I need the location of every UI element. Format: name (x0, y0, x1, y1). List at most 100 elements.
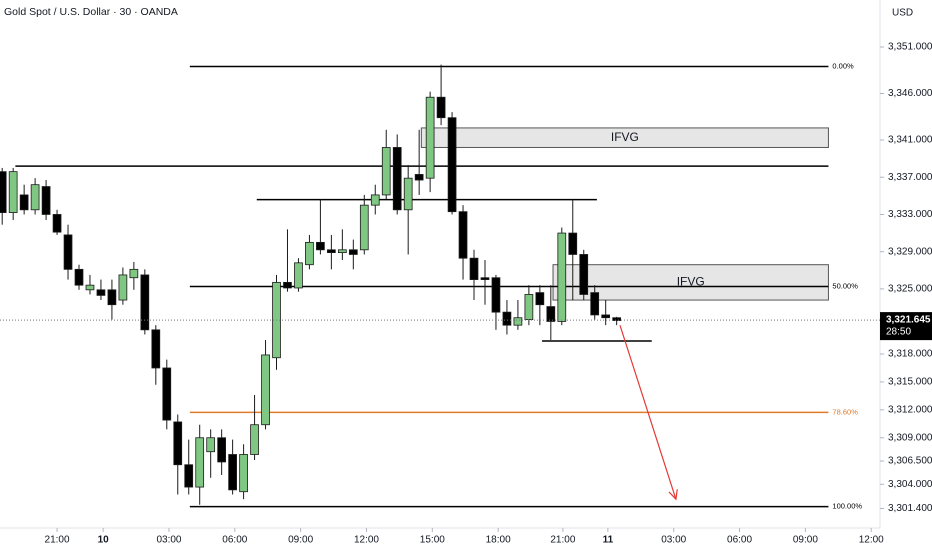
y-tick-label: 3,346.000 (888, 88, 932, 99)
fib-label: 78.60% (832, 407, 858, 416)
fib-label: 100.00% (832, 502, 862, 511)
candle-body (480, 277, 490, 280)
candle-body (414, 174, 424, 181)
candle-body (535, 292, 545, 306)
candle-body (579, 254, 589, 295)
candle-body (52, 214, 62, 233)
candle-body (195, 437, 205, 488)
candle-body (118, 274, 128, 301)
candle-body (162, 367, 172, 421)
candle-body (74, 268, 84, 286)
candle-body (359, 204, 369, 251)
y-tick-label: 3,329.000 (888, 246, 932, 257)
y-tick-label: 3,306.500 (888, 456, 932, 467)
y-tick-label: 3,337.000 (888, 172, 932, 183)
candle-body (557, 232, 567, 322)
candle-body (601, 314, 611, 319)
x-tick-label: 12:00 (859, 535, 884, 546)
ifvg-box (420, 127, 829, 148)
candle-body (568, 232, 578, 255)
chart-title: Gold Spot / U.S. Dollar · 30 · OANDA (4, 6, 178, 18)
fib-label: 0.00% (832, 62, 854, 71)
candle-body (0, 171, 7, 213)
candle-body (294, 262, 303, 289)
candle-body (173, 421, 183, 466)
candle-body (524, 294, 534, 320)
candle-body (425, 96, 435, 179)
candle-body (140, 274, 150, 331)
y-tick-label: 3,304.000 (888, 479, 932, 490)
x-tick-label: 06:00 (727, 535, 752, 546)
candle-body (250, 424, 259, 455)
candle-body (327, 249, 336, 254)
ifvg-label: IFVG (611, 130, 639, 144)
candle-body (403, 177, 413, 211)
candle-body (305, 241, 314, 266)
x-tick-label: 11 (603, 535, 614, 546)
countdown: 28:50 (886, 327, 911, 338)
candle-body (41, 186, 51, 215)
candle-body (217, 437, 226, 463)
y-tick-label: 3,309.000 (888, 432, 932, 443)
candle-body (436, 96, 446, 119)
candle-body (63, 234, 73, 270)
candle-body (107, 289, 117, 306)
last-price-tag (880, 312, 932, 341)
candle-body (151, 329, 161, 369)
candle-body (348, 249, 358, 255)
candle-body (392, 147, 402, 211)
last-price-label: 3,321.645 (886, 315, 931, 326)
x-tick-label: 12:00 (354, 535, 379, 546)
candle-body (30, 184, 40, 211)
x-tick-label: 03:00 (156, 535, 181, 546)
x-tick-label: 15:00 (420, 535, 445, 546)
candle-body (283, 281, 292, 289)
x-tick-label: 09:00 (288, 535, 313, 546)
arrow-head (668, 489, 678, 501)
y-tick-label: 3,301.400 (888, 503, 932, 514)
y-tick-label: 3,325.000 (888, 284, 932, 295)
y-tick-label: 3,318.000 (888, 349, 932, 360)
candle-body (129, 268, 139, 279)
x-tick-label: 18:00 (486, 535, 511, 546)
candle-body (370, 194, 380, 206)
candle-body (612, 317, 622, 321)
candle-body (19, 194, 29, 211)
candle-body (8, 171, 18, 213)
x-tick-label: 21:00 (550, 535, 575, 546)
x-tick-label: 09:00 (793, 535, 818, 546)
candle-body (261, 354, 270, 426)
y-tick-label: 3,315.000 (888, 377, 932, 388)
arrow-line (619, 324, 677, 500)
candle-body (513, 317, 523, 326)
x-tick-label: 03:00 (661, 535, 686, 546)
y-tick-label: 3,333.000 (888, 209, 932, 220)
candle-body (316, 241, 325, 251)
x-tick-label: 10 (98, 535, 110, 546)
candle-body (239, 454, 248, 493)
candle-body (337, 249, 347, 254)
ifvg-label: IFVG (677, 275, 705, 289)
currency: USD (892, 8, 913, 19)
candle-body (590, 292, 600, 316)
candle-body (469, 257, 479, 280)
y-tick-label: 3,351.000 (888, 42, 932, 53)
candle-body (96, 289, 106, 296)
candle-body (502, 311, 512, 326)
x-tick-label: 21:00 (45, 535, 70, 546)
candle-body (228, 454, 237, 491)
fib-label: 50.00% (832, 282, 858, 291)
candle-body (381, 147, 391, 196)
candle-body (85, 284, 95, 291)
candle-body (458, 211, 468, 259)
x-tick-label: 06:00 (222, 535, 247, 546)
candle-body (546, 306, 556, 322)
candle-body (447, 117, 457, 213)
candle-body (491, 277, 501, 313)
y-tick-label: 3,341.000 (888, 135, 932, 146)
candle-body (206, 437, 216, 453)
candle-body (184, 464, 194, 488)
y-tick-label: 3,312.000 (888, 404, 932, 415)
